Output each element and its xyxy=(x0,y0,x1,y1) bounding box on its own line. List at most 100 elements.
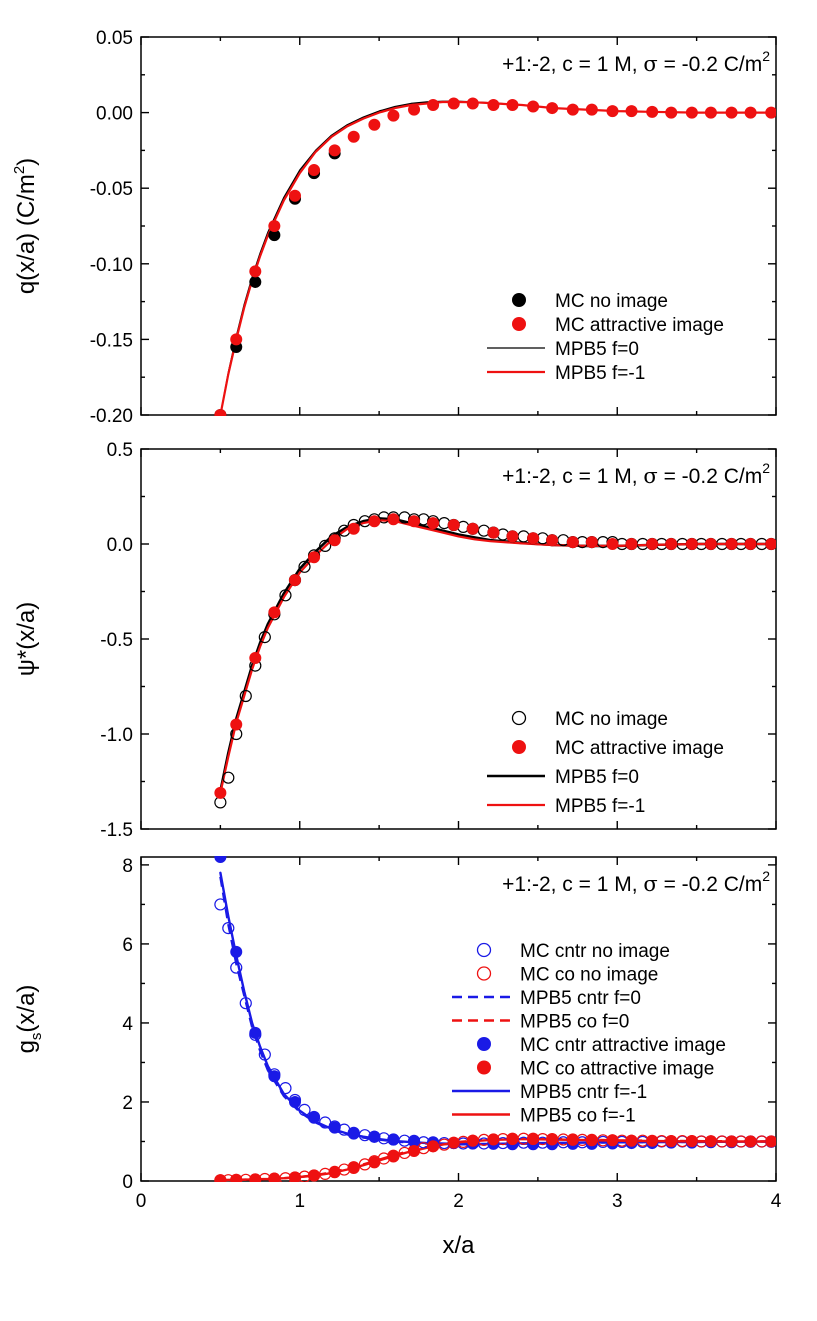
data-point xyxy=(222,922,235,935)
y-tick-label: 2 xyxy=(122,1093,133,1114)
data-point xyxy=(527,100,540,113)
data-point xyxy=(368,515,381,528)
data-point xyxy=(466,97,479,110)
data-point xyxy=(466,1134,479,1147)
legend-item-mpb5-f-1: MPB5 f=-1 xyxy=(487,796,645,817)
data-point xyxy=(704,538,717,550)
data-point xyxy=(527,1133,540,1146)
data-point xyxy=(249,652,262,664)
legend-marker-swatch xyxy=(477,1037,491,1051)
data-point xyxy=(744,1135,757,1148)
data-point xyxy=(214,786,227,799)
data-point xyxy=(506,1133,519,1146)
series-mc-no-image xyxy=(214,511,776,809)
data-point xyxy=(387,109,400,122)
y-tick-label: 0 xyxy=(122,1172,133,1193)
data-point xyxy=(427,517,440,530)
panel-1: -0.20 -0.15 -0.10 -0.05 0.00 0.05 q(x/a) (C/m2… xyxy=(11,28,777,427)
legend-marker-swatch xyxy=(476,942,492,958)
data-point xyxy=(328,144,341,157)
data-point xyxy=(288,1095,301,1108)
legend-item-mc-cntr-attractive-image: MC cntr attractive image xyxy=(477,1035,726,1056)
data-point xyxy=(308,1169,321,1182)
data-point xyxy=(249,265,262,278)
data-point xyxy=(408,1134,421,1147)
y-axis-title: ψ*(x/a) xyxy=(13,602,40,676)
data-point xyxy=(249,1173,262,1182)
series-mc-attractive-image xyxy=(214,513,776,799)
data-point xyxy=(546,102,559,115)
data-point xyxy=(447,1136,460,1149)
data-point xyxy=(765,1135,776,1148)
data-point xyxy=(268,1172,281,1182)
data-point xyxy=(744,106,757,119)
y-tick-label: 0.0 xyxy=(107,535,133,556)
y-tick-label: 4 xyxy=(122,1014,133,1035)
data-point xyxy=(625,105,638,118)
data-point xyxy=(279,589,292,602)
data-point xyxy=(527,532,540,545)
x-tick-label: 3 xyxy=(612,1191,623,1212)
data-point xyxy=(566,103,579,116)
data-point xyxy=(665,106,678,119)
legend-marker-swatch xyxy=(477,1060,491,1075)
legend-item-mpb5-f-0: MPB5 f=0 xyxy=(487,339,639,360)
y-tick-label: -1.5 xyxy=(100,820,133,841)
panel-3: 0 2 4 6 8 gs(x/a) +1:-2, c = 1 M, σ = -0.2 C/m… xyxy=(13,856,777,1193)
plot-frame xyxy=(140,448,777,830)
data-point xyxy=(765,538,776,550)
data-point xyxy=(546,1133,559,1146)
plot-area xyxy=(214,856,776,1182)
legend-marker-swatch xyxy=(512,740,526,754)
legend-item-mc-attractive-image: MC attractive image xyxy=(512,315,724,336)
data-point xyxy=(368,118,381,131)
data-point xyxy=(288,189,301,202)
series-mpb5-cntr-f-1-line xyxy=(219,871,776,1146)
data-point xyxy=(685,538,698,550)
data-point xyxy=(298,560,311,573)
data-point xyxy=(408,1144,421,1157)
panel-2: -1.5 -1.0 -0.5 0.0 0.5 ψ*(x/a) +1:-2, c = 1 M,… xyxy=(13,440,777,841)
data-point xyxy=(725,1135,738,1148)
y-axis-title: q(x/a) (C/m2) xyxy=(11,158,40,294)
data-point xyxy=(308,164,321,177)
data-point xyxy=(258,630,271,644)
legend-item-mc-attractive-image: MC attractive image xyxy=(512,738,724,759)
data-point xyxy=(646,105,659,118)
data-point xyxy=(268,229,281,242)
legend-item-mc-no-image: MC no image xyxy=(512,291,668,312)
data-point xyxy=(408,103,421,116)
data-point xyxy=(506,99,519,112)
legend-label: MC attractive image xyxy=(555,315,724,336)
data-point xyxy=(279,1082,292,1095)
panel-title: +1:-2, c = 1 M, σ = -0.2 C/m2 xyxy=(502,460,770,488)
legend-label: MC cntr no image xyxy=(520,941,670,962)
data-point xyxy=(239,997,252,1010)
data-point xyxy=(347,522,360,535)
data-point xyxy=(625,1134,638,1147)
data-point xyxy=(427,99,440,112)
data-point xyxy=(585,1134,598,1147)
legend-marker-swatch xyxy=(512,317,526,331)
x-axis: 0 1 2 3 4 x/a xyxy=(136,1191,782,1259)
y-tick-label: -0.05 xyxy=(90,179,133,200)
data-point xyxy=(347,1161,360,1174)
y-tick-label: -0.10 xyxy=(90,255,133,276)
data-point xyxy=(222,771,235,784)
data-point xyxy=(408,515,421,528)
legend-label: MPB5 f=-1 xyxy=(555,363,645,384)
series-mpb5-f-0-line xyxy=(219,100,776,416)
plot-frame xyxy=(140,36,777,416)
data-point xyxy=(447,97,460,110)
data-point xyxy=(249,1026,262,1039)
data-point xyxy=(328,1166,341,1179)
legend-item-mc-cntr-no-image: MC cntr no image xyxy=(476,941,670,962)
series-mc-cntr-no-image xyxy=(214,898,776,1150)
data-point xyxy=(665,538,678,550)
data-point xyxy=(328,534,341,547)
y-tick-label: 8 xyxy=(122,856,133,877)
data-point xyxy=(249,275,262,288)
data-point xyxy=(387,1150,400,1163)
legend-item-mpb5-co-f-1: MPB5 co f=-1 xyxy=(452,1106,636,1127)
